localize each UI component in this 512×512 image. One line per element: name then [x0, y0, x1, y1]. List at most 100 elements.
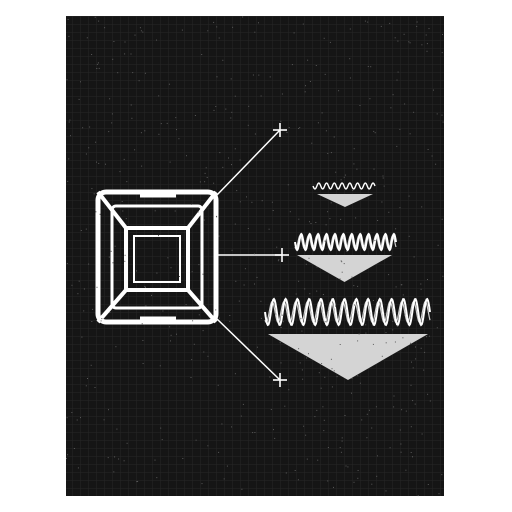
wave-medium-echo [294, 234, 397, 250]
speckle [108, 256, 110, 258]
speckle [381, 201, 383, 203]
speckle [248, 105, 250, 107]
speckle [305, 434, 307, 436]
speckle [126, 442, 128, 444]
speckle [320, 387, 322, 389]
speckle [197, 211, 199, 213]
speckle [349, 77, 351, 79]
speckle [231, 249, 233, 251]
speckle [99, 213, 101, 215]
speckle [396, 145, 398, 147]
speckle [414, 403, 416, 405]
speckle [156, 39, 157, 41]
speckle [218, 451, 220, 453]
speckle [93, 193, 95, 195]
speckle [215, 309, 217, 311]
speckle [399, 128, 401, 130]
wave-small [312, 182, 376, 190]
speckle [203, 351, 205, 353]
speckle [320, 311, 322, 313]
speckle [238, 300, 240, 302]
speckle [218, 317, 220, 319]
speckle [330, 202, 332, 204]
speckle [324, 321, 326, 323]
speckle [340, 260, 342, 262]
speckle [95, 211, 97, 213]
speckle [341, 440, 343, 442]
speckle [323, 430, 325, 432]
speckle [96, 68, 98, 69]
speckle [308, 353, 309, 355]
speckle [258, 74, 260, 76]
speckle [405, 469, 407, 471]
speckle [330, 358, 332, 360]
down-arrow-large [268, 334, 428, 380]
speckle [417, 495, 419, 497]
speckle [427, 279, 428, 280]
speckle [428, 335, 430, 337]
speckle [231, 111, 233, 113]
speckle [294, 470, 296, 471]
speckle [252, 432, 254, 434]
speckle [81, 336, 83, 338]
speckle [218, 37, 220, 39]
speckle [114, 245, 116, 247]
speckle [413, 256, 415, 258]
speckle [285, 472, 287, 474]
speckle [91, 321, 93, 322]
speckle [251, 201, 253, 203]
speckle [358, 333, 360, 335]
speckle [415, 346, 416, 348]
speckle [347, 466, 349, 468]
square-frame-icon [95, 189, 219, 325]
speckle [216, 216, 218, 218]
speckle [309, 81, 311, 82]
speckle [304, 91, 306, 93]
speckle [307, 59, 309, 61]
speckle [394, 341, 396, 343]
speckle [325, 130, 327, 132]
speckle [113, 471, 115, 473]
speckle [442, 121, 444, 123]
speckle [382, 175, 384, 177]
speckle [316, 290, 318, 292]
speckle [383, 185, 385, 187]
speckle [108, 409, 109, 411]
speckle [364, 20, 366, 22]
speckle [94, 16, 96, 18]
speckle [400, 451, 402, 453]
speckle [327, 447, 329, 448]
speckle [158, 235, 159, 237]
speckle [351, 276, 353, 278]
speckle [230, 117, 232, 119]
speckle [228, 157, 229, 159]
wave-group-large [264, 297, 431, 380]
speckle [306, 458, 308, 460]
speckle [399, 429, 401, 431]
speckle [82, 127, 84, 129]
speckle [226, 465, 228, 467]
speckle [400, 284, 402, 286]
speckle [260, 300, 262, 302]
speckle [357, 477, 359, 479]
speckle [190, 377, 192, 378]
speckle [408, 235, 410, 237]
speckle [176, 129, 177, 131]
speckle [298, 348, 300, 350]
speckle [140, 30, 142, 32]
speckle [322, 294, 324, 295]
speckle [67, 19, 69, 20]
speckle [321, 112, 323, 114]
speckle [392, 320, 394, 322]
speckle [134, 34, 136, 36]
speckle [421, 44, 423, 46]
speckle [131, 117, 133, 119]
speckle [98, 67, 100, 69]
speckle [219, 152, 221, 154]
speckle [216, 26, 218, 28]
speckle [366, 437, 368, 439]
speckle [66, 79, 68, 81]
speckle [295, 293, 297, 295]
speckle [308, 257, 310, 259]
speckle [158, 133, 160, 135]
